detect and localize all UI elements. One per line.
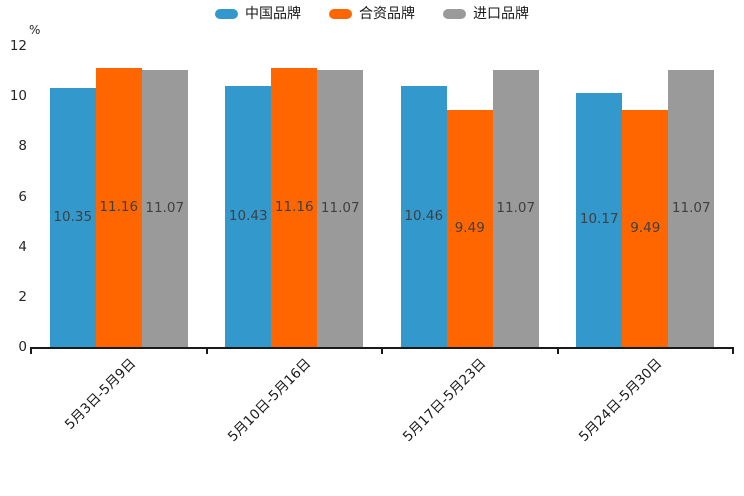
bar-value-label: 11.16 [274,199,314,216]
legend-label: 合资品牌 [359,6,415,22]
legend-item-china-brand[interactable]: 中国品牌 [215,7,301,21]
legend-item-import-brand[interactable]: 进口品牌 [443,7,529,21]
y-tick-label: 12 [9,38,27,54]
legend-item-joint-venture-brand[interactable]: 合资品牌 [329,7,415,21]
bar-value-label: 11.07 [496,200,536,217]
bar [400,85,447,348]
legend-swatch-import-brand [443,9,466,19]
bar [492,70,539,348]
bar-value-label: 10.43 [228,208,268,225]
x-axis-line [30,347,734,349]
bar [141,70,188,348]
bar [317,70,364,348]
bar-value-label: 10.17 [579,211,619,228]
bar-value-label: 11.07 [145,200,185,217]
x-axis-tick [732,349,734,354]
bar-value-label: 9.49 [454,219,485,236]
bar [622,109,669,348]
x-axis-tick [381,349,383,354]
bar [668,70,715,348]
bar [576,92,623,348]
legend-label: 中国品牌 [245,6,301,22]
bar-value-label: 11.07 [320,200,360,217]
legend-swatch-china-brand [215,9,238,19]
legend-swatch-joint-venture-brand [329,9,352,19]
bar-value-label: 10.35 [53,209,93,226]
legend-label: 进口品牌 [473,6,529,22]
x-axis-tick [30,349,32,354]
x-axis-tick [556,349,559,354]
bar-value-label: 11.07 [671,200,711,217]
bar [49,88,96,348]
y-tick-label: 0 [18,339,27,355]
x-tick-label: 5月10日-5月16日 [224,355,315,445]
x-axis-tick [205,349,208,354]
bar-value-label: 11.16 [99,199,139,216]
bar-value-label: 9.49 [630,219,661,236]
y-tick-label: 10 [9,88,27,105]
y-tick-label: 4 [18,238,27,255]
bar [271,68,318,348]
x-tick-label: 5月3日-5月9日 [61,355,139,433]
y-tick-label: 2 [18,288,27,305]
y-tick-label: 8 [18,138,27,155]
bar-value-label: 10.46 [404,207,444,224]
bar [95,68,142,348]
x-tick-label: 5月24日-5月30日 [575,355,666,445]
bar [225,86,272,348]
x-tick-label: 5月17日-5月23日 [400,355,490,445]
y-axis-unit-label: % [29,23,41,37]
legend: 中国品牌 合资品牌 进口品牌 [0,7,744,21]
bar [446,109,493,348]
y-tick-label: 6 [18,188,27,205]
